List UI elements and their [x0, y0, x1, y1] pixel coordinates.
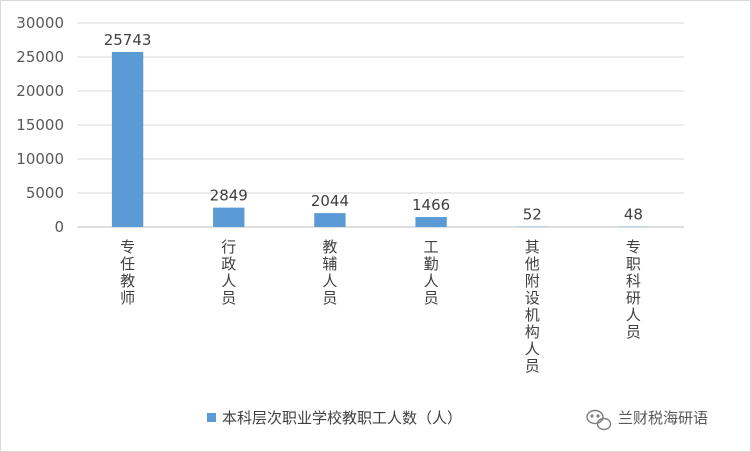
y-tick-label: 5000 — [26, 184, 64, 202]
data-label: 52 — [523, 206, 542, 224]
watermark-text: 兰财税海研语 — [618, 409, 708, 427]
y-tick-label: 10000 — [16, 150, 64, 168]
bar — [111, 51, 144, 227]
category-label: 教辅人员 — [322, 238, 337, 307]
wechat-icon — [586, 409, 612, 431]
legend-label: 本科层次职业学校教职工人数（人） — [222, 409, 462, 427]
data-label: 2044 — [311, 192, 349, 210]
y-tick-label: 30000 — [16, 14, 64, 32]
y-tick-label: 0 — [54, 218, 64, 236]
data-label: 1466 — [412, 196, 450, 214]
category-label: 其他附设机构人员 — [525, 238, 540, 375]
category-label: 专职科研人员 — [626, 238, 641, 341]
category-label: 专任教师 — [120, 238, 135, 307]
watermark: 兰财税海研语 — [586, 409, 708, 431]
gridlines — [77, 22, 684, 228]
data-label: 2849 — [210, 187, 248, 205]
category-label: 行政人员 — [221, 238, 236, 307]
bars — [111, 51, 650, 227]
legend-swatch — [207, 413, 216, 422]
data-label: 25743 — [104, 31, 152, 49]
data-label: 48 — [624, 206, 643, 224]
bar — [213, 207, 245, 227]
legend: 本科层次职业学校教职工人数（人） — [207, 409, 462, 427]
data-labels: 25743 2849 2044 1466 52 48 — [104, 31, 643, 224]
bar — [415, 217, 447, 227]
bar — [314, 213, 346, 227]
y-tick-label: 25000 — [16, 48, 64, 66]
y-tick-label: 15000 — [16, 116, 64, 134]
category-label: 工勤人员 — [424, 238, 439, 307]
x-axis-categories: 专任教师 行政人员 教辅人员 工勤人员 其他附设机构人员 专职科研人员 — [120, 238, 641, 375]
y-tick-label: 20000 — [16, 82, 64, 100]
y-axis-ticks: 0 5000 10000 15000 20000 25000 30000 — [16, 14, 64, 236]
